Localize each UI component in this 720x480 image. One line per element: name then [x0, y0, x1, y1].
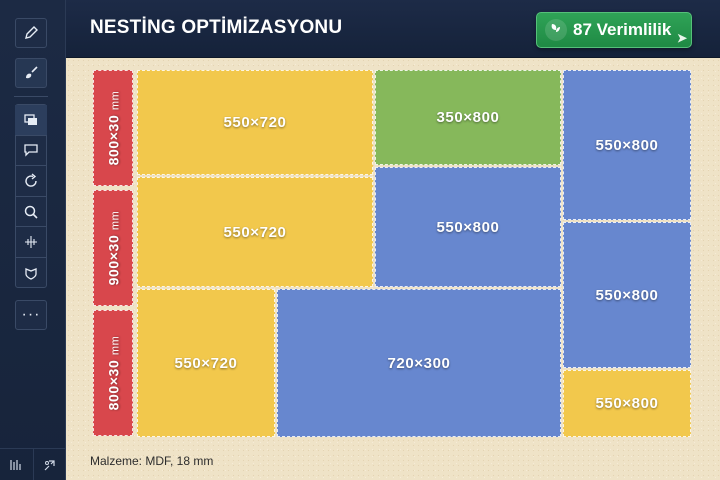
layers-icon[interactable]: [15, 105, 47, 136]
piece-yellow-3[interactable]: 550×720: [137, 289, 275, 437]
strip-2-unit: mm: [109, 210, 121, 231]
piece-blue-3[interactable]: 550×800: [563, 70, 691, 220]
piece-yellow-4[interactable]: 550×800: [563, 370, 691, 437]
pencil-icon[interactable]: [15, 18, 47, 48]
piece-yellow-2[interactable]: 550×720: [137, 177, 373, 287]
leaf-icon: [545, 19, 567, 41]
sidebar-footer: [0, 448, 66, 480]
cursor-icon: ➤: [676, 31, 687, 45]
piece-green-1[interactable]: 350×800: [375, 70, 561, 165]
grid-settings-icon[interactable]: [0, 449, 34, 480]
settings-icon[interactable]: [34, 449, 67, 480]
piece-yellow-1[interactable]: 550×720: [137, 70, 373, 175]
rotate-icon[interactable]: [15, 166, 47, 197]
crosshair-icon[interactable]: [15, 227, 47, 258]
strip-piece-3[interactable]: 800×30 mm: [93, 310, 133, 436]
tool-group: [15, 104, 47, 288]
strip-1-size: 800×30: [105, 114, 121, 166]
strip-2-size: 900×30: [105, 234, 121, 286]
brush-icon[interactable]: [15, 58, 47, 88]
page-title: NESTİNG OPTİMİZASYONU: [90, 17, 343, 38]
material-label: Malzeme: MDF, 18 mm: [90, 454, 214, 468]
tool-sidebar: ···: [0, 0, 66, 480]
efficiency-label: 87 Verimlilik: [573, 20, 672, 39]
more-button[interactable]: ···: [15, 300, 47, 330]
strip-3-size: 800×30: [105, 359, 121, 411]
strip-piece-1[interactable]: 800×30 mm: [93, 70, 133, 186]
strip-piece-2[interactable]: 900×30 mm: [93, 190, 133, 306]
piece-blue-1[interactable]: 550×800: [375, 167, 561, 287]
piece-blue-4[interactable]: 550×800: [563, 222, 691, 368]
strip-1-unit: mm: [109, 90, 121, 111]
shield-icon[interactable]: [15, 258, 47, 289]
sidebar-divider: [14, 96, 48, 97]
comment-icon[interactable]: [15, 136, 47, 167]
nesting-board: 800×30 mm 900×30 mm 800×30 mm 550×720 55…: [66, 58, 720, 480]
piece-blue-2[interactable]: 720×300: [277, 289, 561, 437]
strip-3-unit: mm: [109, 335, 121, 356]
search-icon[interactable]: [15, 197, 47, 228]
efficiency-button[interactable]: 87 Verimlilik ➤: [536, 12, 692, 48]
header-bar: NESTİNG OPTİMİZASYONU 87 Verimlilik ➤: [66, 0, 720, 58]
